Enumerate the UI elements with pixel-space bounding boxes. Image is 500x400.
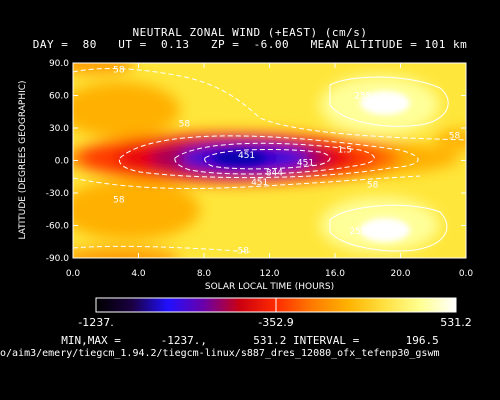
contour-line [329,76,449,127]
contour-label: 58 [113,196,125,206]
chart-subtitle: DAY = 80 UT = 0.13 ZP = -6.00 MEAN ALTIT… [0,38,500,51]
y-tick-label: -30.0 [46,189,70,199]
contour-label: 451 [297,159,314,169]
contour-label: 1.5 [338,146,352,156]
max-value: 531.2 [253,334,287,347]
contour-label: 255 [354,92,371,102]
colorbar-label: -1237. [78,316,113,329]
y-tick-label: 30.0 [49,124,69,134]
interval-label: INTERVAL = [293,334,360,347]
contour-line [204,149,331,170]
contour-label: 58 [179,120,191,130]
y-tick-label: -60.0 [46,222,70,232]
minmax-readout: MIN,MAX = -1237., 531.2 INTERVAL = 196.5 [0,334,500,347]
contour-label: 58 [449,132,461,142]
colorbar-label: -352.9 [258,316,293,329]
x-tick-label: 8.0 [197,269,212,279]
y-tick-label: 60.0 [49,92,69,102]
colorbar-label: 531.2 [440,316,472,329]
zp-readout: ZP = -6.00 [210,38,290,51]
contour-line [174,142,375,175]
contour-label: 451 [238,151,255,161]
contour-line [73,245,251,253]
x-tick-label: 16.0 [325,269,345,279]
interval-value: 196.5 [405,334,439,347]
x-tick-label: 20.0 [390,269,410,279]
contour-label: 255 [349,227,366,237]
y-tick-label: 0.0 [55,157,70,167]
contour-label: 844 [266,168,283,178]
x-tick-label: 12.0 [259,269,279,279]
x-tick-label: 0.0 [459,269,474,279]
y-tick-label: 90.0 [49,59,69,69]
file-path-text: o/aim3/emery/tiegcm_1.94.2/tiegcm-linux/… [0,348,440,359]
minmax-label: MIN,MAX = [61,334,121,347]
chart-title: NEUTRAL ZONAL WIND (+EAST) (cm/s) [132,26,368,39]
x-axis-label: SOLAR LOCAL TIME (HOURS) [205,282,334,292]
x-tick-label: 0.0 [66,269,81,279]
y-tick-label: -90.0 [46,254,70,264]
contour-label: 451 [251,178,268,188]
ut-readout: UT = 0.13 [118,38,190,51]
contour-label: 58 [113,66,125,76]
contour-line [329,204,448,252]
contour-line [118,135,419,179]
x-tick-label: 4.0 [131,269,146,279]
contour-label: 58 [367,180,379,190]
altitude-readout: MEAN ALTITUDE = 101 km [310,38,468,51]
contour-label: 58 [238,246,250,256]
min-value: -1237., [160,334,207,347]
day-readout: DAY = 80 [32,38,97,51]
contour-line [73,175,421,190]
y-axis-label: LATITUDE (DEGREES GEOGRAPHIC) [18,80,28,239]
